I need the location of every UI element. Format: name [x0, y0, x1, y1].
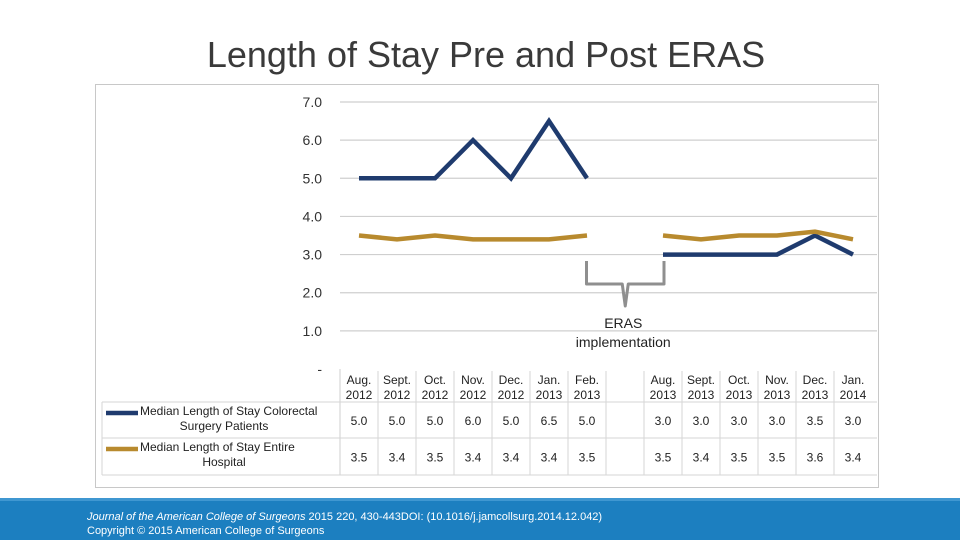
data-label: 3.5	[579, 451, 596, 465]
data-label: 3.5	[731, 451, 748, 465]
x-tick-label: 2013	[574, 388, 601, 402]
x-tick-label: Nov.	[765, 373, 789, 387]
data-label: 3.5	[351, 451, 368, 465]
series-line-2	[662, 229, 854, 242]
data-label: 5.0	[351, 414, 368, 428]
data-label: 5.0	[427, 414, 444, 428]
x-tick-label: Sept.	[383, 373, 411, 387]
x-tick-label: 2012	[422, 388, 449, 402]
data-label: 3.4	[693, 451, 710, 465]
x-tick-label: 2013	[802, 388, 829, 402]
x-tick-label: 2013	[726, 388, 753, 402]
x-tick-label: Dec.	[499, 373, 524, 387]
data-label: 3.5	[427, 451, 444, 465]
x-tick-label: Aug.	[347, 373, 372, 387]
citation-line: Journal of the American College of Surge…	[87, 510, 602, 524]
x-tick-label: 2012	[346, 388, 373, 402]
footer-band	[0, 498, 960, 540]
data-label: 3.4	[465, 451, 482, 465]
series-line-1	[359, 117, 589, 182]
chart-frame: -1.0 2.0 3.0 4.0 5.0 6.0 7.0 Aug. 2012 Sept. 2012 O…	[95, 84, 879, 488]
y-tick-label: 5.0	[303, 170, 323, 186]
y-tick-label: 4.0	[303, 208, 323, 224]
data-label: 5.0	[503, 414, 520, 428]
x-tick-label: Jan.	[538, 373, 561, 387]
data-label: 3.5	[655, 451, 672, 465]
annotation-label: ERAS	[604, 315, 642, 331]
data-label: 6.0	[465, 414, 482, 428]
data-label: 3.4	[389, 451, 406, 465]
copyright: Copyright © 2015 American College of Sur…	[87, 525, 325, 537]
x-tick-label: Dec.	[803, 373, 828, 387]
data-label: 3.4	[503, 451, 520, 465]
legend-label: Median Length of Stay Entire	[140, 440, 295, 454]
y-tick-label: 1.0	[303, 323, 323, 339]
annotation-label: implementation	[576, 334, 671, 350]
x-tick-label: Jan.	[842, 373, 865, 387]
x-tick-label: 2012	[460, 388, 487, 402]
data-label: 3.0	[731, 414, 748, 428]
y-tick-label: -	[317, 361, 322, 377]
data-label: 5.0	[389, 414, 406, 428]
data-label: 3.0	[693, 414, 710, 428]
data-label: 3.4	[845, 451, 862, 465]
eras-brace	[585, 261, 666, 308]
slide-title: Length of Stay Pre and Post ERAS	[206, 34, 766, 75]
los-line-chart: -1.02.03.04.05.06.07.0Aug.2012Sept.2012O…	[101, 94, 877, 476]
footer-accent	[0, 498, 960, 501]
citation-journal: Journal of the American College of Surge…	[87, 511, 306, 523]
x-tick-label: 2013	[650, 388, 677, 402]
legend-label: Median Length of Stay Colorectal	[140, 404, 317, 418]
x-tick-label: 2013	[536, 388, 563, 402]
x-tick-label: Feb.	[575, 373, 599, 387]
citation-details: 2015 220, 430-443DOI: (10.1016/j.jamcoll…	[305, 511, 603, 523]
x-tick-label: Sept.	[687, 373, 715, 387]
x-tick-label: Oct.	[728, 373, 750, 387]
data-label: 3.0	[769, 414, 786, 428]
data-label: 3.5	[807, 414, 824, 428]
data-label: 3.6	[807, 451, 824, 465]
legend-label: Surgery Patients	[180, 419, 269, 433]
y-tick-label: 7.0	[303, 94, 323, 110]
series-line-2	[358, 233, 588, 242]
data-label: 3.4	[541, 451, 558, 465]
y-tick-label: 2.0	[303, 285, 323, 301]
data-label: 3.5	[769, 451, 786, 465]
series-line-1	[663, 232, 855, 257]
legend-label: Hospital	[202, 455, 245, 469]
y-tick-label: 3.0	[303, 247, 323, 263]
x-tick-label: Aug.	[651, 373, 676, 387]
x-tick-label: 2012	[384, 388, 411, 402]
x-tick-label: 2012	[498, 388, 525, 402]
data-label: 6.5	[541, 414, 558, 428]
x-tick-label: Oct.	[424, 373, 446, 387]
data-label: 3.0	[655, 414, 672, 428]
data-label: 5.0	[579, 414, 596, 428]
x-tick-label: Nov.	[461, 373, 485, 387]
data-label: 3.0	[845, 414, 862, 428]
x-tick-label: 2013	[688, 388, 715, 402]
x-tick-label: 2013	[764, 388, 791, 402]
x-tick-label: 2014	[840, 388, 867, 402]
citation: Journal of the American College of Surge…	[87, 510, 602, 538]
y-tick-label: 6.0	[303, 132, 323, 148]
